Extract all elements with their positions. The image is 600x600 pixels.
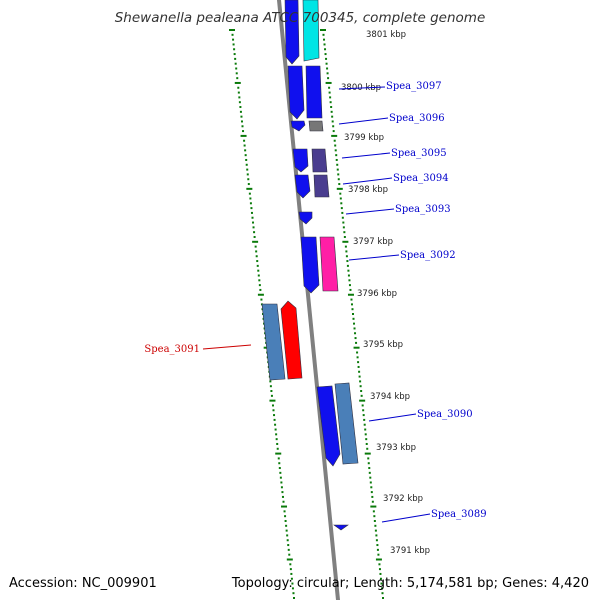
kbp-tick-label: 3795 kbp bbox=[363, 340, 403, 350]
gene-block[interactable] bbox=[319, 236, 339, 292]
gene-callout-line bbox=[202, 344, 252, 350]
gene-callout-line bbox=[348, 254, 400, 261]
gene-callout-line bbox=[342, 177, 393, 185]
gene-label[interactable]: Spea_3097 bbox=[386, 81, 442, 92]
gene-label[interactable]: Spea_3095 bbox=[391, 148, 447, 159]
gene-callout-line bbox=[338, 86, 386, 90]
kbp-tick-label: 3791 kbp bbox=[390, 546, 430, 556]
gene-label[interactable]: Spea_3089 bbox=[431, 509, 487, 520]
kbp-tick-label: 3799 kbp bbox=[344, 133, 384, 143]
gene-label[interactable]: Spea_3094 bbox=[393, 173, 449, 184]
kbp-tick-label: 3797 kbp bbox=[353, 237, 393, 247]
gene-block[interactable] bbox=[302, 0, 320, 62]
gene-block[interactable] bbox=[311, 148, 328, 173]
gene-block[interactable] bbox=[300, 236, 320, 294]
gene-features bbox=[261, 0, 359, 531]
gene-label[interactable]: Spea_3092 bbox=[400, 250, 456, 261]
gene-label[interactable]: Spea_3091 bbox=[144, 344, 200, 355]
gene-label[interactable]: Spea_3090 bbox=[417, 409, 473, 420]
gene-block[interactable] bbox=[294, 174, 311, 199]
kbp-tick-label: 3794 kbp bbox=[370, 392, 410, 402]
gene-callout-line bbox=[338, 117, 389, 125]
genome-summary-text: Topology: circular; Length: 5,174,581 bp… bbox=[231, 576, 589, 591]
kbp-tick-label: 3793 kbp bbox=[376, 443, 416, 453]
gene-block[interactable] bbox=[333, 524, 349, 531]
gene-block[interactable] bbox=[305, 65, 323, 119]
accession-text: Accession: NC_009901 bbox=[9, 576, 157, 591]
gene-block[interactable] bbox=[308, 120, 324, 132]
kbp-tick-label: 3798 kbp bbox=[348, 185, 388, 195]
genome-tracks bbox=[229, 0, 384, 600]
gene-label[interactable]: Spea_3096 bbox=[389, 113, 445, 124]
gene-block[interactable] bbox=[316, 385, 341, 467]
kbp-tick-label: 3796 kbp bbox=[357, 289, 397, 299]
gene-callout-line bbox=[381, 513, 431, 523]
gene-block[interactable] bbox=[287, 65, 305, 120]
kbp-tick-label: 3801 kbp bbox=[366, 30, 406, 40]
gene-block[interactable] bbox=[298, 211, 313, 225]
gene-block[interactable] bbox=[261, 303, 286, 381]
gene-block[interactable] bbox=[284, 0, 300, 65]
gene-callout-line bbox=[341, 152, 391, 159]
gene-callout-line bbox=[345, 208, 395, 215]
genome-title: Shewanella pealeana ATCC 700345, complet… bbox=[115, 10, 486, 26]
genome-backbone bbox=[277, 0, 340, 600]
kbp-tick-label: 3792 kbp bbox=[383, 494, 423, 504]
gene-block[interactable] bbox=[313, 174, 330, 198]
gene-block[interactable] bbox=[280, 300, 303, 380]
gene-label[interactable]: Spea_3093 bbox=[395, 204, 451, 215]
gene-block[interactable] bbox=[334, 382, 359, 465]
gene-block[interactable] bbox=[290, 120, 306, 132]
gene-block[interactable] bbox=[292, 148, 309, 173]
gene-callout-line bbox=[368, 413, 417, 422]
